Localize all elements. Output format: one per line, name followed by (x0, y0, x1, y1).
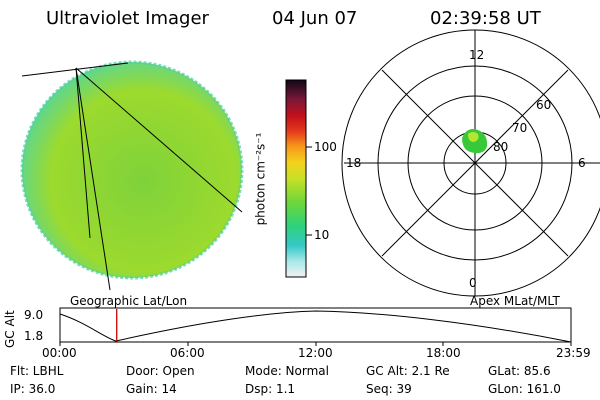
colorbar-tick-100: 100 (314, 140, 337, 154)
polar-plot (341, 29, 600, 297)
mlt-label-18: 18 (346, 156, 362, 170)
status-door: Door: Open (126, 364, 195, 378)
status-gain: Gain: 14 (126, 382, 177, 396)
overlay-line (21, 62, 129, 77)
instrument-title: Ultraviolet Imager (46, 8, 209, 29)
lat-label-60: 60 (536, 98, 552, 112)
mlt-label-6: 6 (578, 156, 586, 170)
status-glat: GLat: 85.6 (488, 364, 551, 378)
status-seq: Seq: 39 (366, 382, 412, 396)
timeline-x-tick: 06:00 (170, 346, 205, 360)
time-label: 02:39:58 UT (430, 8, 541, 29)
status-glon: GLon: 161.0 (488, 382, 561, 396)
status-ip: IP: 36.0 (10, 382, 56, 396)
timeline-left-title: Geographic Lat/Lon (70, 294, 188, 308)
earth-disk (22, 62, 242, 278)
timeline-y-label: GC Alt (3, 310, 17, 348)
timeline-panel (59, 307, 572, 346)
mlt-label-12: 12 (469, 48, 485, 62)
status-dsp: Dsp: 1.1 (245, 382, 296, 396)
timeline-frame (59, 307, 572, 343)
altitude-curve (59, 310, 572, 343)
lat-label-80: 80 (493, 140, 509, 154)
uv-image (20, 60, 244, 291)
colorbar-unit-label: photon cm⁻²s⁻¹ (253, 132, 268, 226)
timeline-x-tick: 12:00 (298, 346, 333, 360)
status-mode: Mode: Normal (245, 364, 329, 378)
timeline-x-tick: 18:00 (426, 346, 461, 360)
colorbar (285, 79, 312, 278)
timeline-y-tick-low: 1.8 (24, 329, 44, 343)
overlay-line (75, 67, 243, 213)
timeline-right-title: Apex MLat/MLT (470, 294, 560, 308)
timeline-x-tick: 23:59 (556, 346, 591, 360)
timeline-y-tick-high: 9.0 (24, 308, 44, 322)
status-flt: Flt: LBHL (10, 364, 64, 378)
overlay-line (75, 67, 91, 239)
date-label: 04 Jun 07 (272, 8, 358, 29)
colorbar-gradient (285, 79, 307, 278)
lat-label-70: 70 (512, 121, 528, 135)
overlay-line (75, 67, 111, 291)
colorbar-tick-10: 10 (314, 228, 330, 242)
mlt-label-0: 0 (469, 276, 477, 290)
timeline-x-tick: 00:00 (42, 346, 77, 360)
status-gc-alt: GC Alt: 2.1 Re (366, 364, 450, 378)
